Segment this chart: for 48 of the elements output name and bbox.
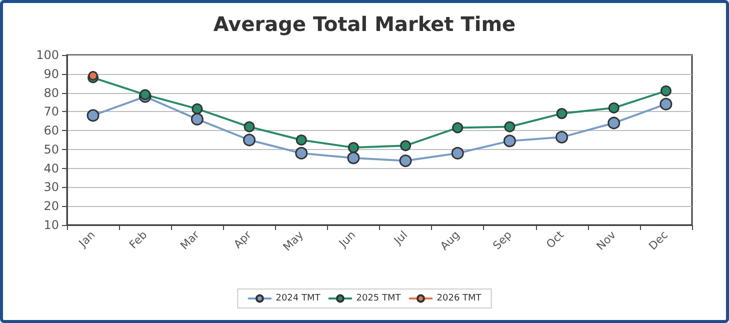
y-tick-label: 50: [44, 142, 59, 156]
x-tick-label: Apr: [231, 228, 254, 252]
x-tick-label: Mar: [178, 228, 202, 252]
x-tick-label: Jul: [390, 228, 410, 248]
point: [190, 112, 204, 126]
point: [243, 134, 256, 146]
point: [244, 121, 255, 132]
y-tick-label: 10: [44, 218, 59, 232]
point: [608, 102, 620, 114]
point: [347, 152, 360, 164]
point: [192, 103, 203, 114]
point: [660, 98, 672, 110]
legend-label: 2025 TMT: [356, 294, 402, 304]
y-tick-label: 40: [44, 161, 59, 176]
point: [88, 71, 98, 81]
point: [608, 116, 620, 130]
legend-label: 2024 TMT: [276, 294, 321, 304]
chart-title: Average Total Market Time: [213, 12, 516, 36]
y-tick-label: 30: [44, 180, 59, 194]
y-tick-label: 60: [44, 124, 59, 138]
point: [399, 154, 412, 168]
point: [504, 121, 516, 132]
point: [556, 130, 568, 144]
point: [140, 89, 151, 100]
x-tick-label: Nov: [594, 228, 619, 253]
point: [503, 134, 516, 148]
y-tick-label: 80: [44, 86, 59, 100]
x-tick-label: Jun: [336, 228, 358, 250]
point: [296, 134, 307, 146]
point: [348, 142, 359, 154]
legend-label: 2026 TMT: [436, 294, 482, 304]
point: [451, 146, 464, 160]
x-tick-label: Oct: [544, 228, 567, 252]
point: [295, 146, 308, 160]
x-tick-label: Feb: [126, 228, 150, 252]
point: [452, 122, 464, 134]
x-tick-label: Aug: [438, 228, 462, 253]
point: [556, 108, 568, 120]
y-tick-label: 70: [44, 104, 59, 119]
point: [660, 85, 672, 96]
y-tick-label: 20: [44, 199, 59, 214]
point: [86, 109, 100, 122]
point: [400, 140, 412, 152]
y-tick-label: 100: [36, 48, 59, 62]
x-tick-label: Sep: [490, 228, 514, 252]
x-tick-label: Jan: [76, 228, 98, 250]
x-tick-label: Dec: [646, 228, 671, 253]
y-tick-label: 90: [44, 66, 59, 81]
